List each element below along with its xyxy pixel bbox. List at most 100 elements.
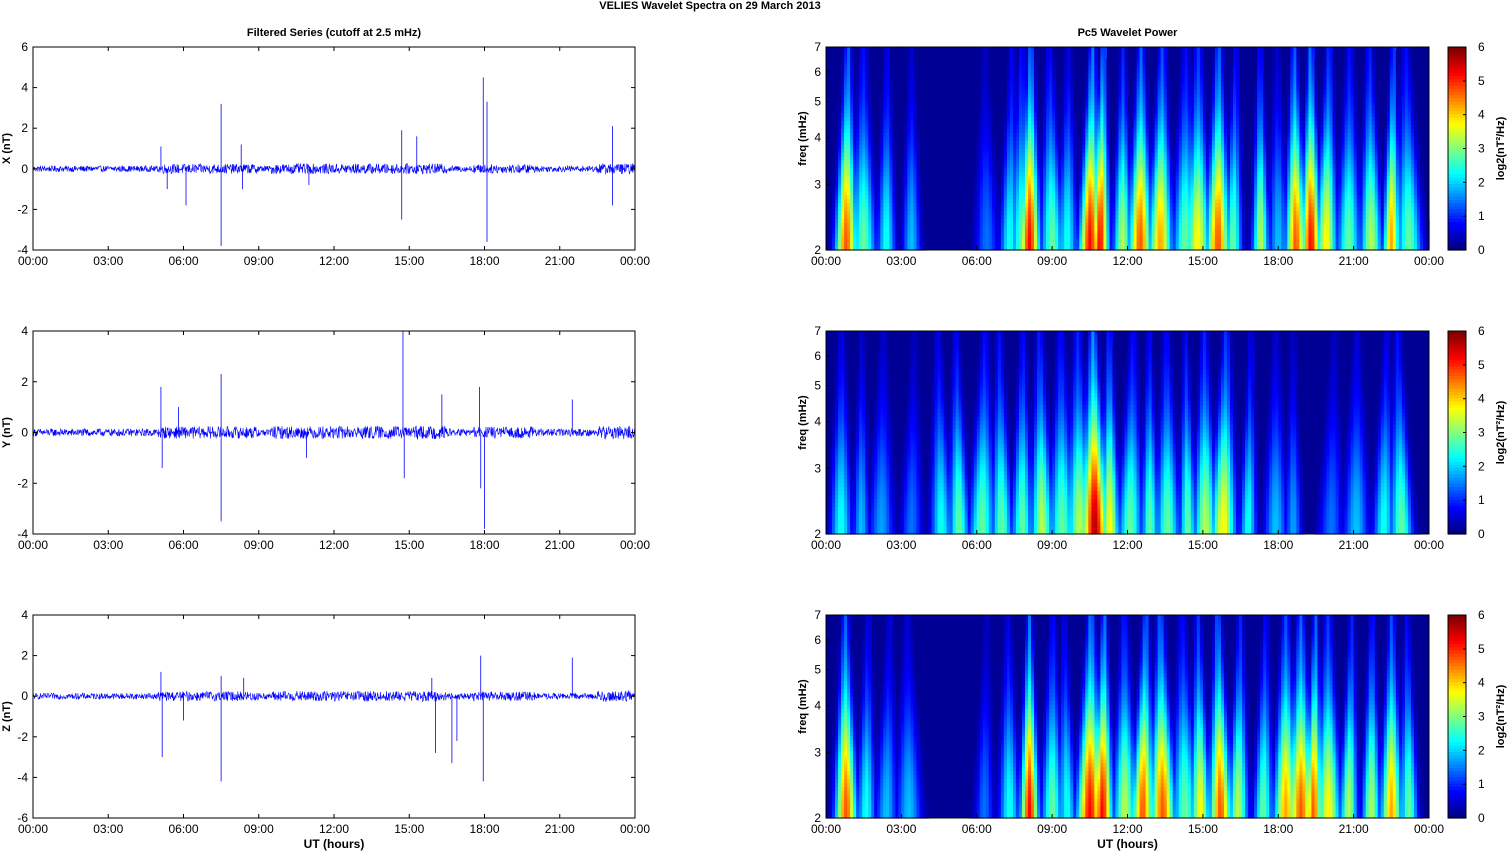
heatmap-cell — [913, 74, 918, 79]
heatmap-cell — [1239, 144, 1243, 150]
heatmap-cell — [1377, 128, 1382, 134]
heatmap-cell — [883, 62, 887, 68]
heatmap-cell — [1190, 66, 1195, 72]
heatmap-cell — [844, 62, 848, 68]
heatmap-cell — [1350, 50, 1355, 56]
heatmap-cell — [982, 62, 987, 68]
heatmap-cell — [1097, 66, 1101, 72]
heatmap-cell — [1006, 58, 1011, 64]
heatmap-cell — [1046, 58, 1050, 64]
heatmap-cell — [1314, 86, 1319, 91]
heatmap-cell — [1181, 66, 1186, 72]
x-tick-label: 06:00 — [168, 254, 198, 268]
heatmap-cell — [1136, 62, 1141, 68]
heatmap-cell — [1106, 66, 1111, 72]
heatmap-cell — [1124, 93, 1129, 99]
heatmap-cell — [1296, 58, 1300, 64]
heatmap-cell — [1326, 58, 1331, 64]
heatmap-cell — [895, 175, 899, 181]
heatmap-cell — [1202, 74, 1207, 79]
heatmap-cell — [1106, 128, 1111, 134]
heatmap-cell — [1239, 121, 1243, 126]
heatmap-cell — [1326, 50, 1331, 56]
heatmap-cell — [1070, 70, 1074, 75]
heatmap-cell — [994, 156, 999, 161]
heatmap-cell — [1263, 89, 1267, 95]
heatmap-cell — [1106, 70, 1111, 75]
heatmap-cell — [1332, 97, 1337, 103]
heatmap-cell — [1202, 66, 1207, 72]
heatmap-cell — [1009, 66, 1014, 72]
heatmap-cell — [1142, 47, 1147, 52]
heatmap-cell — [1290, 50, 1294, 56]
heatmap-cell — [1413, 117, 1418, 122]
heatmap-cell — [1350, 47, 1355, 52]
heatmap-cell — [892, 148, 896, 153]
heatmap-cell — [895, 179, 899, 185]
y-tick-label: 0 — [21, 162, 28, 176]
heatmap-cell — [1305, 62, 1309, 68]
heatmap-cell — [871, 117, 875, 122]
series-line — [32, 162, 636, 175]
x-tick-label: 18:00 — [469, 254, 499, 268]
heatmap-cell — [1178, 54, 1183, 60]
heatmap-cell — [1242, 179, 1246, 185]
heatmap-cell — [1181, 47, 1186, 52]
heatmap-cell — [1070, 82, 1074, 87]
heatmap-cell — [1199, 50, 1204, 56]
heatmap-cell — [982, 47, 987, 52]
heatmap-cell — [919, 175, 924, 181]
heatmap-cell — [1392, 50, 1397, 56]
heatmap-cell — [1199, 47, 1204, 52]
heatmap-cell — [1118, 50, 1123, 56]
heatmap-cell — [1395, 50, 1400, 56]
heatmap-cell — [1272, 50, 1276, 56]
heatmap-cell — [916, 164, 921, 169]
heatmap-cell — [1223, 70, 1228, 75]
heatmap-cell — [1070, 97, 1074, 103]
heatmap-cell — [1009, 62, 1014, 68]
heatmap-cell — [1377, 125, 1382, 130]
x-tick-label: 12:00 — [319, 538, 349, 552]
heatmap-cell — [991, 140, 996, 146]
heatmap-cell — [1043, 47, 1047, 52]
heatmap-cell — [1184, 58, 1189, 64]
heatmap-cell — [1211, 47, 1216, 52]
heatmap-cell — [1350, 62, 1355, 68]
heatmap-cell — [1052, 58, 1056, 64]
figure-title: VELIES Wavelet Spectra on 29 March 2013 — [599, 0, 821, 12]
heatmap-cell — [1242, 164, 1246, 169]
heatmap-cell — [1281, 101, 1285, 107]
heatmap-cell — [1311, 58, 1316, 64]
heatmap-cell — [1103, 50, 1107, 56]
heatmap-cell — [1353, 82, 1358, 87]
heatmap-cell — [1275, 50, 1279, 56]
heatmap-cell — [1009, 54, 1014, 60]
heatmap-cell — [1088, 54, 1092, 60]
heatmap-cell — [1145, 86, 1150, 91]
heatmap-cell — [991, 144, 996, 150]
heatmap-cell — [1416, 140, 1421, 146]
heatmap-cell — [1374, 93, 1379, 99]
heatmap-cell — [1410, 66, 1415, 72]
heatmap-cell — [913, 54, 918, 60]
heatmap-cell — [1034, 97, 1038, 103]
heatmap-cell — [1187, 58, 1192, 64]
heatmap-cell — [1314, 89, 1319, 95]
heatmap-cell — [1012, 62, 1017, 68]
heatmap-cell — [991, 148, 996, 153]
heatmap-cell — [1293, 50, 1297, 56]
heatmap-cell — [1263, 128, 1267, 134]
heatmap-cell — [1015, 47, 1020, 52]
heatmap-cell — [1088, 47, 1092, 52]
heatmap-cell — [1223, 74, 1228, 79]
heatmap-cell — [1223, 82, 1228, 87]
heatmap-cell — [1239, 152, 1243, 157]
heatmap-cell — [1015, 50, 1020, 56]
heatmap-cell — [1344, 54, 1349, 60]
heatmap-cell — [910, 50, 915, 56]
heatmap-cell — [1260, 50, 1264, 56]
heatmap-cell — [1344, 50, 1349, 56]
heatmap-cell — [1413, 121, 1418, 126]
heatmap-cell — [1260, 47, 1264, 52]
